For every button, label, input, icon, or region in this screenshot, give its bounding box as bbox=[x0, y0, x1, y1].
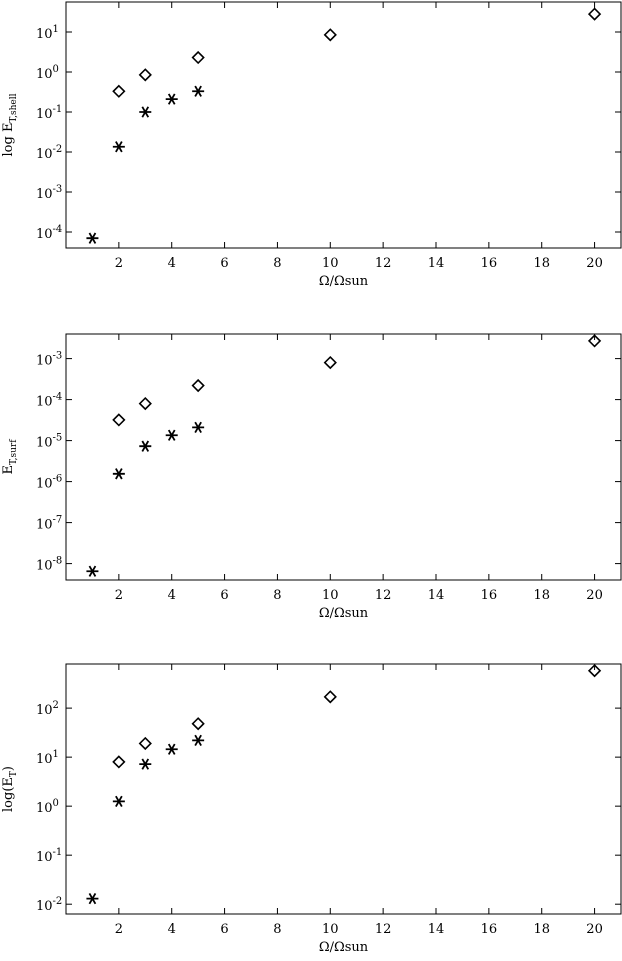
x-tick-label: 8 bbox=[273, 256, 281, 271]
x-tick-label: 6 bbox=[220, 256, 228, 271]
x-tick-label: 14 bbox=[428, 922, 445, 937]
diamond-marker bbox=[112, 413, 126, 427]
y-axis-label: log(ET) bbox=[1, 766, 19, 812]
x-tick-label: 2 bbox=[115, 922, 123, 937]
x-tick-label: 6 bbox=[220, 588, 228, 603]
diamond-marker bbox=[112, 84, 126, 98]
asterisk-marker bbox=[86, 232, 99, 244]
y-tick-label: 10-3 bbox=[36, 184, 62, 202]
asterisk-marker bbox=[86, 565, 99, 577]
x-tick-label: 20 bbox=[586, 588, 603, 603]
chart-panel-3: 2 4 6 8 10 12 14 16 18 20 10-2 10-1 100 101 102 Ω/Ωsun l… bbox=[1, 663, 622, 955]
x-tick-label: 12 bbox=[375, 256, 392, 271]
chart-panel-2: 2 4 6 8 10 12 14 16 18 20 10-8 10-7 10-6 10-5 10-4 10-3… bbox=[1, 333, 622, 621]
x-axis-label: Ω/Ωsun bbox=[319, 274, 369, 289]
x-tick-label: 2 bbox=[115, 256, 123, 271]
asterisk-marker bbox=[165, 429, 178, 441]
y-tick-label: 10-5 bbox=[36, 433, 62, 451]
y-tick-label: 101 bbox=[36, 749, 59, 767]
asterisk-marker bbox=[139, 440, 152, 452]
x-tick-label: 12 bbox=[375, 588, 392, 603]
diamond-marker bbox=[138, 68, 152, 82]
asterisk-marker bbox=[86, 892, 99, 905]
x-tick-label: 16 bbox=[481, 256, 498, 271]
diamond-marker bbox=[191, 717, 205, 731]
y-tick-label: 100 bbox=[36, 798, 59, 816]
y-tick-label: 10-3 bbox=[36, 351, 62, 369]
plot-frame bbox=[65, 1, 622, 249]
x-axis-label: Ω/Ωsun bbox=[319, 940, 369, 955]
y-axis-label: ET,surf bbox=[1, 439, 19, 475]
asterisk-marker bbox=[139, 106, 152, 118]
x-tick-label: 4 bbox=[168, 588, 176, 603]
y-tick-label: 10-4 bbox=[36, 392, 62, 410]
y-tick-label: 101 bbox=[36, 24, 59, 42]
diamond-marker bbox=[587, 334, 602, 348]
y-tick-label: 10-2 bbox=[36, 896, 62, 914]
plot-frame bbox=[65, 663, 622, 915]
x-tick-label: 18 bbox=[533, 922, 550, 937]
diamond-marker bbox=[587, 7, 602, 21]
y-tick-label: 10-8 bbox=[36, 556, 62, 574]
y-tick-label: 10-7 bbox=[36, 515, 62, 533]
y-tick-label: 10-4 bbox=[36, 224, 62, 242]
diamond-marker bbox=[138, 396, 152, 411]
x-tick-label: 16 bbox=[481, 922, 498, 937]
x-tick-label: 14 bbox=[428, 588, 445, 603]
x-tick-label: 12 bbox=[375, 922, 392, 937]
asterisk-marker bbox=[165, 93, 178, 105]
x-tick-label: 6 bbox=[220, 922, 228, 937]
diamond-marker bbox=[138, 736, 152, 751]
x-tick-label: 10 bbox=[322, 922, 339, 937]
x-tick-label: 8 bbox=[273, 922, 281, 937]
asterisk-marker bbox=[165, 743, 178, 755]
x-tick-label: 4 bbox=[168, 922, 176, 937]
asterisk-marker bbox=[112, 141, 125, 153]
x-tick-label: 16 bbox=[481, 588, 498, 603]
asterisk-marker bbox=[112, 468, 125, 480]
plot-frame bbox=[65, 333, 622, 581]
y-tick-label: 10-2 bbox=[36, 144, 62, 162]
x-tick-label: 20 bbox=[586, 256, 603, 271]
asterisk-marker bbox=[192, 421, 205, 434]
diamond-marker bbox=[191, 50, 205, 65]
x-tick-label: 14 bbox=[428, 256, 445, 271]
asterisk-marker bbox=[112, 795, 125, 808]
y-tick-label: 10-1 bbox=[36, 847, 62, 865]
chart-panel-1: 2 4 6 8 10 12 14 16 18 20 10-4 10-3 10-2 10-1 100 101 Ω/… bbox=[1, 1, 622, 289]
y-tick-label: 10-6 bbox=[36, 474, 62, 492]
x-tick-label: 20 bbox=[586, 922, 603, 937]
x-axis-label: Ω/Ωsun bbox=[319, 606, 369, 621]
diamond-marker bbox=[112, 755, 126, 769]
y-tick-label: 100 bbox=[36, 64, 59, 82]
asterisk-marker bbox=[192, 734, 205, 746]
x-tick-label: 18 bbox=[533, 256, 550, 271]
diamond-marker bbox=[323, 355, 337, 370]
x-tick-label: 10 bbox=[322, 256, 339, 271]
x-tick-label: 2 bbox=[115, 588, 123, 603]
x-tick-label: 18 bbox=[533, 588, 550, 603]
diamond-marker bbox=[323, 28, 337, 42]
diamond-marker bbox=[323, 690, 337, 704]
x-tick-label: 10 bbox=[322, 588, 339, 603]
y-tick-label: 102 bbox=[36, 700, 59, 718]
x-tick-label: 8 bbox=[273, 588, 281, 603]
asterisk-marker bbox=[139, 758, 152, 770]
diamond-marker bbox=[587, 664, 602, 678]
x-tick-label: 4 bbox=[168, 256, 176, 271]
asterisk-marker bbox=[192, 85, 205, 97]
diamond-marker bbox=[191, 378, 205, 393]
y-axis-label: log ET,shell bbox=[1, 93, 19, 156]
y-tick-label: 10-1 bbox=[36, 104, 62, 122]
